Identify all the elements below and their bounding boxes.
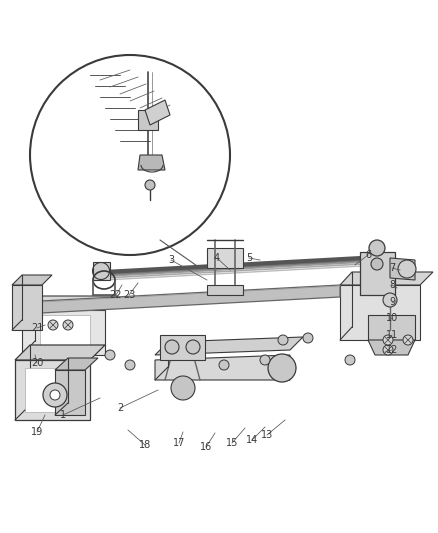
Polygon shape — [22, 296, 118, 310]
Polygon shape — [93, 262, 110, 280]
Circle shape — [403, 335, 413, 345]
Polygon shape — [138, 155, 165, 170]
Text: 14: 14 — [246, 435, 258, 445]
Polygon shape — [12, 285, 42, 330]
Circle shape — [383, 345, 393, 355]
Text: 10: 10 — [386, 313, 398, 323]
Polygon shape — [155, 355, 290, 380]
Circle shape — [371, 258, 383, 270]
Circle shape — [268, 354, 296, 382]
Polygon shape — [207, 285, 243, 295]
Circle shape — [125, 360, 135, 370]
Text: 3: 3 — [168, 255, 174, 265]
Polygon shape — [22, 310, 105, 355]
Text: 12: 12 — [386, 345, 398, 355]
Circle shape — [145, 180, 155, 190]
Polygon shape — [138, 110, 158, 130]
Circle shape — [165, 340, 179, 354]
Text: 11: 11 — [386, 330, 398, 340]
Polygon shape — [207, 248, 243, 268]
Text: 7: 7 — [389, 263, 395, 273]
Circle shape — [260, 355, 270, 365]
Circle shape — [105, 350, 115, 360]
Circle shape — [278, 335, 288, 345]
Polygon shape — [145, 100, 170, 125]
Text: 19: 19 — [31, 427, 43, 437]
Polygon shape — [15, 360, 90, 420]
Polygon shape — [12, 275, 52, 285]
Text: 2: 2 — [117, 403, 123, 413]
Text: 23: 23 — [123, 290, 135, 300]
Circle shape — [186, 340, 200, 354]
Text: 20: 20 — [31, 358, 43, 368]
Polygon shape — [155, 337, 303, 355]
Circle shape — [171, 376, 195, 400]
Polygon shape — [25, 368, 80, 412]
Polygon shape — [360, 252, 395, 295]
Circle shape — [50, 390, 60, 400]
Circle shape — [369, 240, 385, 256]
Text: 13: 13 — [261, 430, 273, 440]
Circle shape — [63, 320, 73, 330]
Text: 8: 8 — [389, 280, 395, 290]
Polygon shape — [55, 358, 98, 370]
Polygon shape — [340, 285, 420, 340]
Text: 4: 4 — [214, 253, 220, 263]
Text: 18: 18 — [139, 440, 151, 450]
Text: 9: 9 — [389, 297, 395, 307]
Circle shape — [48, 320, 58, 330]
Circle shape — [219, 360, 229, 370]
Text: 17: 17 — [173, 438, 185, 448]
Text: 22: 22 — [110, 290, 122, 300]
Circle shape — [383, 335, 393, 345]
Circle shape — [43, 383, 67, 407]
Polygon shape — [340, 272, 433, 285]
Polygon shape — [390, 258, 415, 280]
Circle shape — [345, 355, 355, 365]
Polygon shape — [55, 370, 85, 415]
Circle shape — [303, 333, 313, 343]
Text: 16: 16 — [200, 442, 212, 452]
Polygon shape — [368, 315, 415, 340]
Polygon shape — [22, 285, 340, 314]
Polygon shape — [40, 315, 90, 350]
Text: 15: 15 — [226, 438, 238, 448]
Circle shape — [383, 293, 397, 307]
Circle shape — [398, 260, 416, 278]
Circle shape — [30, 55, 230, 255]
Polygon shape — [368, 340, 415, 355]
Polygon shape — [160, 335, 205, 360]
Text: 21: 21 — [31, 323, 43, 333]
Text: 1: 1 — [60, 410, 66, 420]
Text: 5: 5 — [246, 253, 252, 263]
Polygon shape — [15, 345, 105, 360]
Text: 6: 6 — [365, 250, 371, 260]
